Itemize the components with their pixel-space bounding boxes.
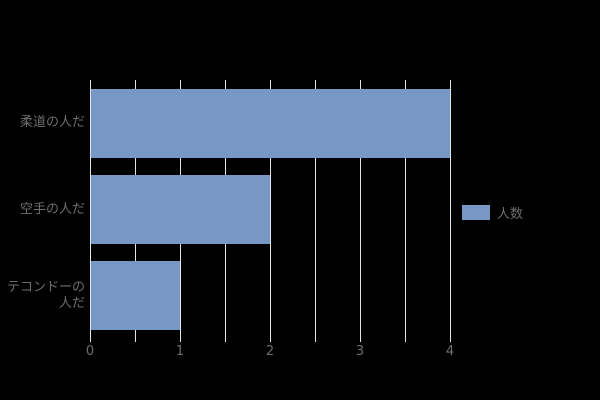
x-tick-label: 2 xyxy=(265,344,275,359)
gridline xyxy=(360,80,361,342)
y-axis-line xyxy=(90,80,91,342)
y-tick-label: 空手の人だ xyxy=(19,201,85,217)
gridline xyxy=(315,80,316,342)
x-tick-label: 0 xyxy=(85,344,95,359)
legend-swatch-icon xyxy=(462,205,490,220)
bar xyxy=(91,174,270,245)
y-tick-label: 柔道の人だ xyxy=(19,115,85,131)
bar xyxy=(91,261,180,331)
x-tick-label: 4 xyxy=(445,344,455,359)
gridline xyxy=(405,80,406,342)
gridline xyxy=(450,80,451,342)
gridline xyxy=(270,80,271,342)
y-tick-label: テコンドーの 人だ xyxy=(6,279,85,311)
legend-series-label: 人数 xyxy=(497,207,524,222)
x-tick-label: 1 xyxy=(175,344,185,359)
legend: 人数 xyxy=(462,203,523,222)
bar xyxy=(91,88,450,158)
x-tick-label: 3 xyxy=(355,344,365,359)
